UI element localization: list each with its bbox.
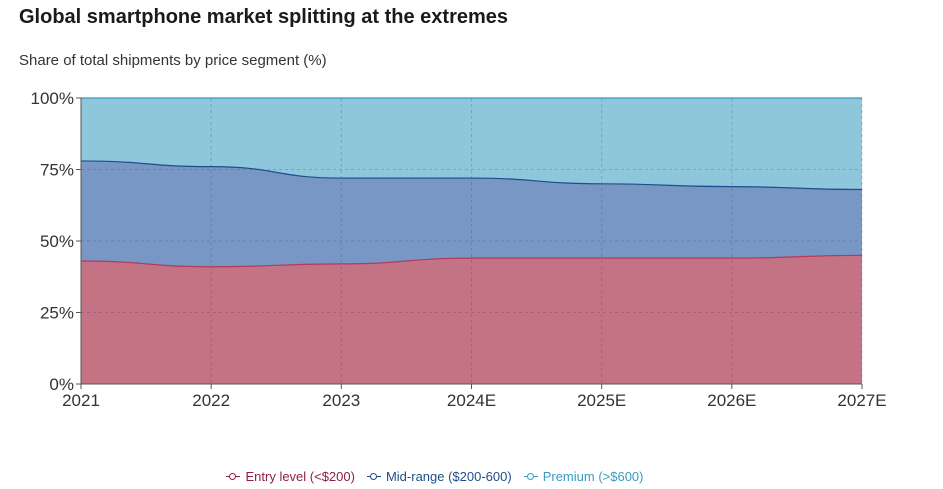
legend-item-entry[interactable]: Entry level (<$200) xyxy=(226,469,355,484)
x-tick-label: 2023 xyxy=(322,391,360,410)
chart-legend: Entry level (<$200) Mid-range ($200-600)… xyxy=(0,469,870,484)
x-tick-label: 2027E xyxy=(837,391,886,410)
legend-marker-icon xyxy=(523,472,538,482)
chart-subtitle: Share of total shipments by price segmen… xyxy=(19,52,327,69)
y-tick-label: 100% xyxy=(31,89,74,108)
x-tick-label: 2025E xyxy=(577,391,626,410)
y-tick-label: 25% xyxy=(40,304,74,323)
y-tick-label: 0% xyxy=(49,375,74,394)
series-line-1 xyxy=(80,160,863,191)
y-tick-label: 50% xyxy=(40,232,74,251)
legend-item-premium[interactable]: Premium (>$600) xyxy=(523,469,644,484)
legend-label: Premium (>$600) xyxy=(542,469,644,484)
legend-label: Entry level (<$200) xyxy=(245,469,355,484)
area-series-2 xyxy=(81,98,862,190)
legend-label: Mid-range ($200-600) xyxy=(385,469,512,484)
area-series-0 xyxy=(81,255,862,384)
x-tick-label: 2022 xyxy=(192,391,230,410)
area-series-1 xyxy=(81,160,862,267)
legend-item-mid[interactable]: Mid-range ($200-600) xyxy=(366,469,512,484)
chart-title: Global smartphone market splitting at th… xyxy=(19,6,509,28)
legend-marker-icon xyxy=(226,472,241,482)
series-line-0 xyxy=(80,254,863,268)
x-tick-label: 2024E xyxy=(447,391,496,410)
x-tick-label: 2026E xyxy=(707,391,756,410)
legend-marker-icon xyxy=(366,472,381,482)
y-tick-label: 75% xyxy=(40,161,74,180)
x-tick-label: 2021 xyxy=(62,391,100,410)
